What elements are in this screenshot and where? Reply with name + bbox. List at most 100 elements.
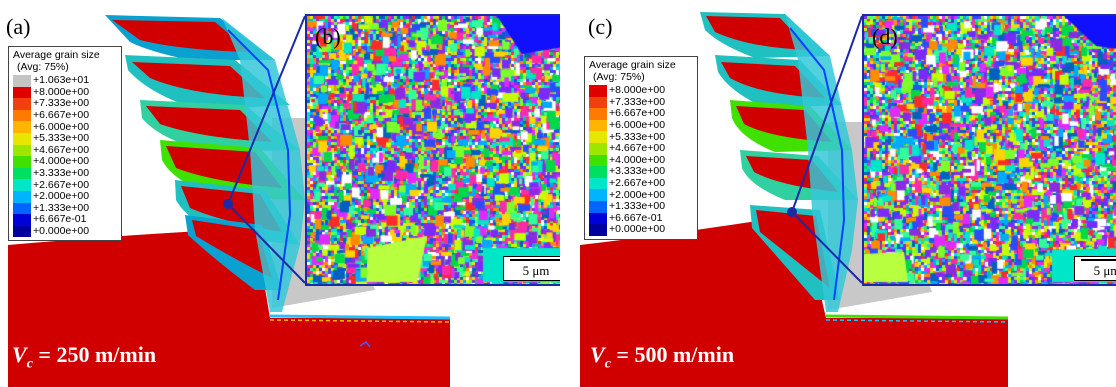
panel-a: (a) Average grain size (Avg: 75%) +1.063… [6,14,560,387]
legend-swatch [13,144,31,157]
color-legend-a: Average grain size (Avg: 75%) +1.063e+01… [8,46,122,242]
legend-swatch [589,200,607,213]
legend-entry: +6.667e-01 [13,214,117,226]
legend-swatch [13,167,31,180]
legend-entry: +4.667e+00 [13,143,117,157]
legend-value: +2.000e+00 [609,188,666,201]
sample-point-marker [223,199,233,209]
legend-swatch [589,119,607,132]
legend-swatch [13,190,31,203]
legend-entry: +6.667e+00 [13,110,117,122]
legend-value: +6.000e+00 [33,120,90,133]
legend-entry: +4.667e+00 [589,143,693,155]
legend-swatch [13,156,31,168]
legend-swatch [589,212,607,225]
legend-entry: +6.000e+00 [13,121,117,133]
legend-entry: +1.063e+01 [13,75,117,87]
legend-entry: +2.667e+00 [13,179,117,191]
legend-swatch [589,154,607,167]
legend-value: +1.333e+00 [33,201,90,214]
legend-entry: +7.333e+00 [589,95,693,109]
chip-segments [700,12,858,312]
legend-swatch [13,179,31,191]
legend-value: +1.333e+00 [609,200,666,213]
panel-label-c: (c) [588,14,613,39]
legend-swatch [13,109,31,122]
legend-swatch [589,108,607,120]
legend-entry: +8.000e+00 [13,85,117,99]
legend-value: +6.667e+00 [33,109,90,122]
legend-swatch [589,96,607,109]
legend-rows: +1.063e+01 +8.000e+00 +7.333e+00 +6.667e+00… [9,75,121,240]
legend-title: Average grain size [589,59,676,71]
legend-entry: +1.333e+00 [589,201,693,213]
legend-swatch [589,142,607,155]
legend-entry: +3.333e+00 [589,166,693,178]
legend-swatch [589,189,607,201]
legend-value: +8.000e+00 [33,85,90,98]
legend-value: +4.667e+00 [33,143,90,156]
microstructure-inset-d: (d) 5 μm [862,14,1116,286]
legend-entry: +5.333e+00 [13,133,117,145]
legend-entry: +0.000e+00 [589,224,693,236]
workpiece [8,228,450,387]
legend-value: +4.667e+00 [609,142,666,155]
chip-segments [105,15,305,312]
panel-c: (c) Average grain size (Avg: 75%) +8.000… [580,0,1116,387]
scale-bar-label: 5 μm [522,263,550,278]
legend-value: +7.333e+00 [609,95,666,108]
legend-entry: +7.333e+00 [13,98,117,110]
legend-value: +5.333e+00 [33,132,90,145]
legend-entry: +2.000e+00 [13,191,117,203]
legend-value: +0.000e+00 [33,225,90,238]
legend-entry: +4.000e+00 [13,156,117,168]
legend-swatch [589,131,607,143]
legend-rows: +8.000e+00 +7.333e+00 +6.667e+00 +6.000e+00… [585,85,697,239]
legend-entry: +1.333e+00 [13,201,117,215]
legend-swatch [13,75,31,87]
legend-entry: +6.667e+00 [589,108,693,120]
sample-point-marker [787,207,797,217]
cutting-speed-label-c: Vc = 500 m/min [590,342,735,372]
legend-swatch [589,166,607,178]
panel-label-d: (d) [872,24,898,49]
legend-swatch [13,121,31,133]
legend-value: +6.667e-01 [33,213,87,226]
legend-value: +0.000e+00 [609,223,666,236]
legend-entry: +5.333e+00 [589,131,693,143]
cutting-speed-label-a: Vc = 250 m/min [12,342,157,372]
grain-map [307,16,560,284]
legend-entry: +6.667e-01 [589,212,693,225]
legend-value: +1.063e+01 [33,74,90,87]
legend-value: +2.000e+00 [33,190,90,203]
simulation-chip-view [580,12,1009,387]
legend-value: +3.333e+00 [33,167,90,180]
legend-value: +4.000e+00 [609,153,666,166]
color-legend-c: Average grain size (Avg: 75%) +8.000e+00… [584,56,698,240]
legend-swatch [589,177,607,190]
legend-swatch [13,202,31,215]
panel-label-b: (b) [315,24,341,49]
simulation-chip-view [8,15,451,387]
grain-map [864,16,1116,284]
legend-value: +7.333e+00 [33,97,90,110]
scale-bar: 5 μm [1074,256,1116,281]
legend-entry: +0.000e+00 [13,226,117,238]
legend-entry: +4.000e+00 [589,153,693,167]
legend-entry: +2.000e+00 [589,189,693,201]
legend-subtitle: (Avg: 75%) [593,71,645,83]
legend-value: +4.000e+00 [33,155,90,168]
legend-value: +3.333e+00 [609,165,666,178]
legend-entry: +8.000e+00 [589,85,693,97]
legend-entry: +3.333e+00 [13,168,117,180]
legend-entry: +2.667e+00 [589,178,693,190]
legend-title: Average grain size [13,49,100,61]
scale-bar: 5 μm [503,256,560,281]
legend-value: +2.667e+00 [609,177,666,190]
legend-swatch [13,86,31,99]
legend-subtitle: (Avg: 75%) [17,61,69,73]
legend-swatch [589,85,607,97]
legend-swatch [13,214,31,226]
legend-swatch [589,224,607,236]
